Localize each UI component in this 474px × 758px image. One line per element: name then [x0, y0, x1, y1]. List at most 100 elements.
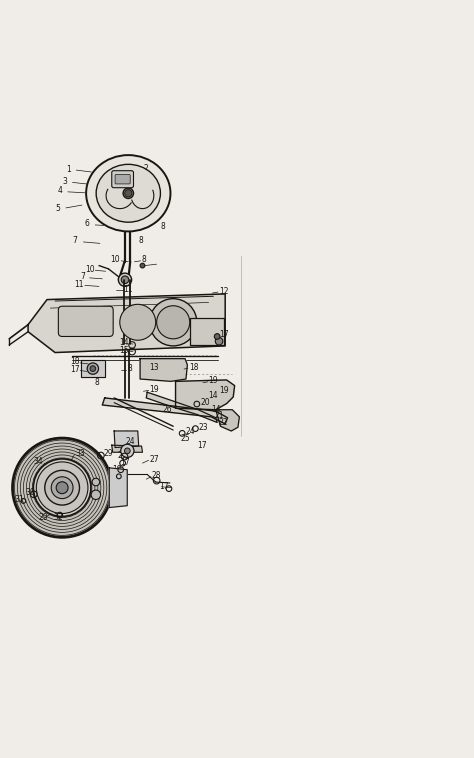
Text: 11: 11: [74, 280, 83, 289]
Circle shape: [45, 470, 80, 505]
Ellipse shape: [96, 164, 160, 222]
Text: 7: 7: [73, 236, 77, 246]
Circle shape: [27, 452, 98, 524]
Text: 14: 14: [209, 391, 218, 400]
Text: 20: 20: [121, 446, 131, 454]
Text: 15: 15: [119, 346, 128, 355]
Circle shape: [29, 455, 95, 521]
Circle shape: [118, 273, 132, 287]
Text: 31: 31: [15, 494, 25, 503]
Text: 8: 8: [142, 255, 146, 265]
Text: 8: 8: [94, 378, 99, 387]
Text: 5: 5: [55, 205, 60, 213]
Text: 20: 20: [200, 398, 210, 407]
Polygon shape: [109, 468, 127, 508]
Text: 2: 2: [144, 164, 148, 173]
Text: 30: 30: [25, 488, 35, 497]
FancyBboxPatch shape: [58, 306, 113, 337]
Circle shape: [32, 458, 92, 518]
Text: 24: 24: [185, 428, 195, 437]
Circle shape: [87, 363, 99, 374]
Text: 12: 12: [167, 324, 176, 334]
Text: 17: 17: [71, 365, 80, 374]
Circle shape: [214, 334, 220, 340]
Circle shape: [121, 276, 129, 283]
Text: 23: 23: [118, 451, 128, 460]
Polygon shape: [114, 431, 139, 447]
Circle shape: [90, 366, 96, 371]
Text: 10: 10: [110, 255, 120, 265]
Circle shape: [125, 448, 130, 454]
Text: 23: 23: [198, 423, 208, 432]
Text: 19: 19: [219, 387, 228, 396]
Text: 3: 3: [62, 177, 67, 186]
Text: 21: 21: [214, 412, 224, 421]
Circle shape: [18, 443, 107, 532]
Text: 29: 29: [38, 512, 48, 522]
Polygon shape: [112, 445, 143, 453]
FancyBboxPatch shape: [190, 318, 224, 345]
Text: 34: 34: [34, 457, 44, 466]
Circle shape: [91, 490, 100, 500]
Text: 24: 24: [126, 437, 136, 446]
Circle shape: [140, 263, 145, 268]
Text: 8: 8: [128, 364, 132, 373]
Text: 19: 19: [209, 377, 218, 385]
Text: 17: 17: [159, 482, 169, 490]
Text: 17: 17: [120, 458, 129, 467]
Circle shape: [20, 446, 104, 529]
Polygon shape: [140, 359, 187, 381]
Circle shape: [121, 444, 134, 458]
Circle shape: [33, 459, 91, 516]
Text: 10: 10: [85, 265, 94, 274]
Ellipse shape: [86, 155, 171, 231]
Text: 8: 8: [139, 236, 144, 246]
Text: 28: 28: [152, 471, 162, 481]
Polygon shape: [81, 360, 105, 377]
Polygon shape: [102, 398, 228, 424]
Text: 33: 33: [75, 449, 85, 458]
Text: 17: 17: [197, 440, 207, 449]
FancyBboxPatch shape: [112, 171, 134, 188]
Circle shape: [12, 438, 112, 537]
Text: 6: 6: [85, 220, 90, 228]
Text: 18: 18: [189, 362, 198, 371]
Text: 19: 19: [150, 385, 159, 394]
Text: 29: 29: [104, 449, 113, 458]
Text: 4: 4: [57, 186, 62, 196]
Polygon shape: [175, 380, 235, 410]
Circle shape: [23, 449, 101, 526]
Circle shape: [36, 462, 88, 513]
Text: 26: 26: [162, 405, 172, 414]
Text: 14: 14: [119, 338, 128, 347]
Text: 8: 8: [160, 222, 165, 231]
Text: 19: 19: [112, 465, 121, 475]
FancyBboxPatch shape: [115, 174, 130, 184]
Text: 22: 22: [218, 418, 228, 427]
Circle shape: [215, 337, 223, 345]
Circle shape: [15, 440, 110, 535]
Text: 1: 1: [66, 164, 71, 174]
Circle shape: [125, 190, 132, 197]
Text: 13: 13: [150, 362, 159, 371]
Text: 27: 27: [150, 455, 159, 464]
Circle shape: [120, 304, 156, 340]
Circle shape: [156, 305, 190, 339]
Text: 11: 11: [124, 285, 133, 293]
Circle shape: [122, 208, 133, 219]
Text: 12: 12: [219, 287, 228, 296]
Text: 14: 14: [211, 405, 220, 414]
Circle shape: [92, 478, 100, 486]
Text: 25: 25: [180, 434, 190, 443]
Circle shape: [123, 188, 134, 199]
Circle shape: [140, 212, 146, 218]
Text: 18: 18: [71, 358, 80, 366]
Text: 7: 7: [80, 272, 85, 281]
Polygon shape: [146, 392, 217, 422]
Circle shape: [124, 210, 131, 217]
Text: 17: 17: [219, 330, 228, 339]
Circle shape: [56, 482, 68, 493]
Polygon shape: [216, 410, 239, 431]
Circle shape: [51, 477, 73, 499]
Polygon shape: [28, 294, 225, 352]
